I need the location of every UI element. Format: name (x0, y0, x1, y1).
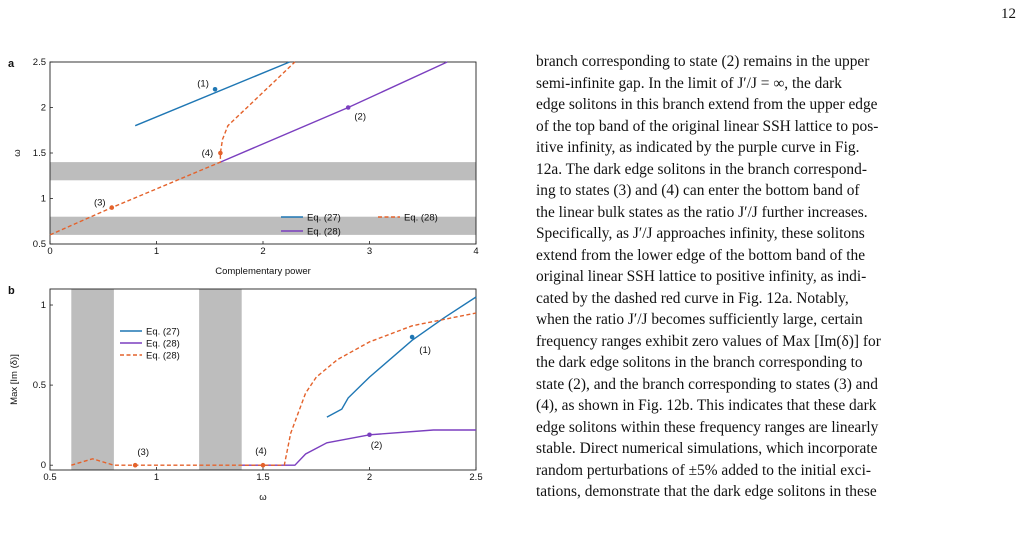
state-marker (218, 150, 223, 156)
y-tick-label: 2 (41, 103, 46, 114)
series-line-eq28-dashed (49, 61, 296, 236)
legend-entry-label: Eq. (27) (146, 327, 180, 338)
series-line-eq27 (326, 296, 477, 418)
state-marker (409, 334, 415, 340)
x-tick-label: 3 (367, 246, 372, 257)
figure-12: 0 1 2 3 4 0.5 1 1.5 2 2.5 a Complementary power ω (1)… (8, 57, 483, 503)
body-line: ing to states (3) and (4) can enter the … (536, 182, 860, 199)
series-line-eq28 (241, 429, 476, 466)
y-axis-label: ω (12, 149, 23, 157)
legend-entry-label: Eq. (28) (146, 339, 180, 350)
state-label: (1) (197, 78, 209, 89)
band-gap-region (50, 216, 476, 235)
body-line: 12a. The dark edge solitons in the branc… (536, 160, 867, 178)
panel-label: b (8, 285, 15, 297)
legend-entry-label: Eq. (28) (307, 227, 341, 238)
state-label: (4) (202, 148, 214, 159)
legend-entry-label: Eq. (27) (307, 213, 341, 224)
body-line: state (2), and the branch corresponding … (536, 375, 878, 393)
x-tick-label: 2 (260, 246, 265, 257)
body-line: the dark edge solitons in the branch cor… (536, 354, 863, 371)
state-marker (367, 432, 372, 438)
series-line-eq28-dashed (71, 312, 477, 466)
x-tick-label: 2 (367, 472, 372, 483)
body-text: branch corresponding to state (2) remain… (536, 51, 1012, 503)
state-marker (109, 205, 115, 210)
body-line: (4), as shown in Fig. 12b. This indicate… (536, 397, 877, 414)
x-axis-label: Complementary power (215, 266, 311, 277)
body-line: semi-infinite gap. In the limit of J′/J … (536, 74, 842, 92)
state-label: (3) (94, 198, 106, 209)
body-line: cated by the dashed red curve in Fig. 12… (536, 289, 849, 307)
panel-label: a (8, 58, 15, 70)
state-label: (2) (371, 440, 383, 451)
state-label: (2) (354, 112, 366, 123)
band-gap-region (199, 289, 242, 470)
body-line: original linear SSH lattice to positive … (536, 268, 867, 285)
x-tick-label: 0 (47, 246, 52, 257)
body-line: itive infinity, as indicated by the purp… (536, 139, 860, 156)
state-marker (212, 87, 218, 92)
body-line: frequency ranges exhibit zero values of … (536, 332, 881, 350)
y-tick-label: 1 (41, 194, 46, 205)
y-tick-label: 1.5 (33, 148, 46, 159)
x-axis-label: ω (259, 492, 267, 503)
body-line: tations, demonstrate that the dark edge … (536, 483, 877, 500)
panel-a-chart: 0 1 2 3 4 0.5 1 1.5 2 2.5 a Complementary power ω (1)… (8, 57, 479, 277)
body-line: random perturbations of ±5% added to the… (536, 461, 871, 479)
band-gap-region (50, 162, 476, 181)
band-gap-region (71, 289, 114, 470)
body-line: when the ratio J′/J becomes sufficiently… (536, 311, 863, 328)
x-tick-label: 1.5 (256, 472, 269, 483)
state-label: (3) (137, 447, 149, 458)
body-line: edge solitons in this branch extend from… (536, 96, 878, 113)
body-line: edge solitons within these frequency ran… (536, 418, 879, 436)
y-tick-label: 0.5 (33, 239, 46, 250)
x-tick-label: 0.5 (43, 472, 56, 483)
legend-entry-label: Eq. (28) (404, 213, 438, 224)
legend: Eq. (27) Eq. (28) Eq. (28) (281, 213, 438, 238)
body-line: of the top band of the original linear S… (536, 117, 879, 135)
legend: Eq. (27)Eq. (28)Eq. (28) (120, 327, 180, 362)
page-number: 12 (1001, 6, 1016, 22)
state-label: (4) (255, 446, 267, 457)
body-line: extend from the lower edge of the bottom… (536, 246, 866, 264)
y-tick-label: 2.5 (33, 57, 46, 68)
legend-entry-label: Eq. (28) (146, 351, 180, 362)
body-line: branch corresponding to state (2) remain… (536, 53, 870, 70)
x-tick-label: 1 (154, 246, 159, 257)
series-line-eq27 (134, 61, 290, 127)
state-marker (345, 105, 351, 110)
y-tick-label: 1 (41, 300, 46, 311)
y-tick-label: 0.5 (33, 380, 46, 391)
body-line: stable. Direct numerical simulations, wh… (536, 440, 878, 457)
y-axis-label: Max [Im (δ)] (9, 354, 20, 405)
state-marker (132, 462, 138, 468)
y-tick-label: 0 (41, 460, 46, 471)
body-line: Specifically, as J′/J approaches infinit… (536, 225, 865, 242)
x-tick-label: 1 (154, 472, 159, 483)
state-marker (260, 462, 266, 468)
x-tick-label: 4 (473, 246, 478, 257)
state-label: (1) (419, 345, 431, 356)
x-tick-label: 2.5 (469, 472, 482, 483)
body-line: the linear bulk states as the ratio J′/J… (536, 203, 868, 221)
